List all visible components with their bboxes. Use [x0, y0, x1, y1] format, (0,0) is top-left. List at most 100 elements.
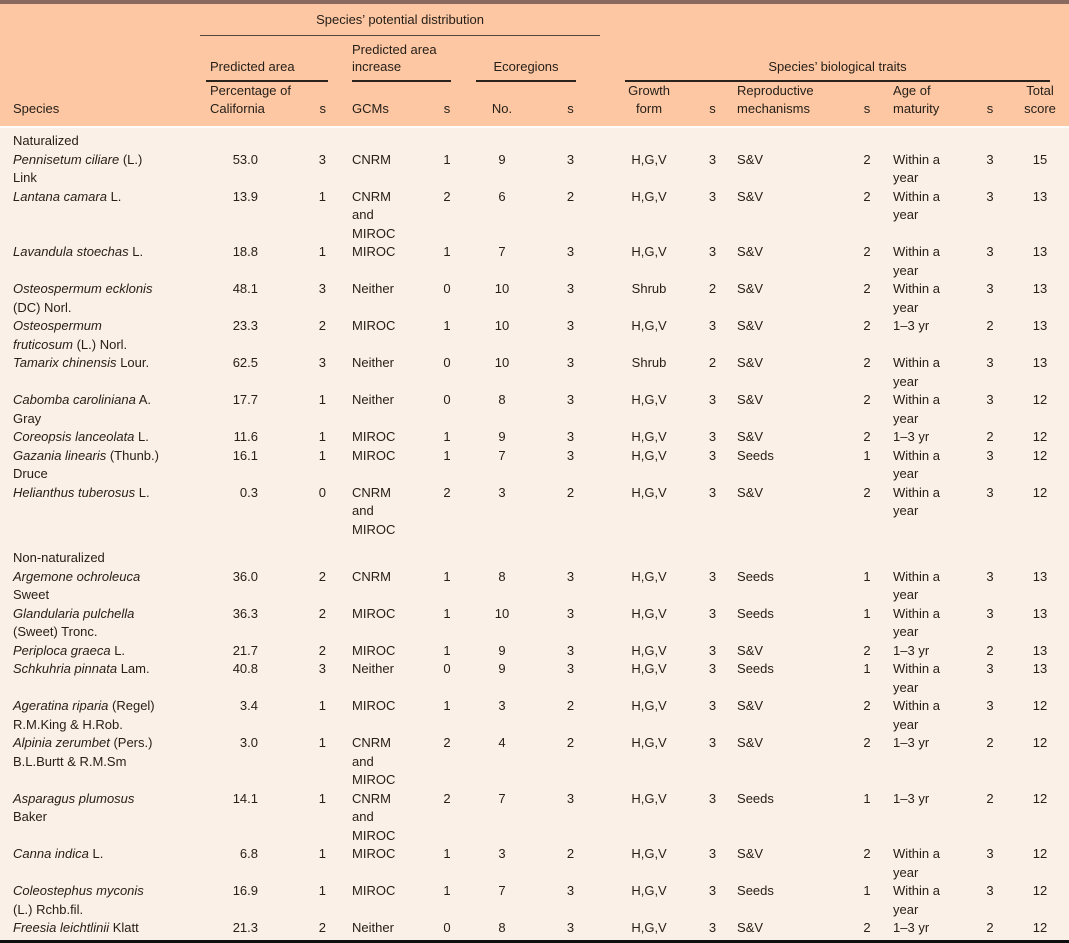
- pct-score: 2: [318, 568, 326, 584]
- maturity-score: 2: [986, 318, 994, 333]
- reproductive-score: 2: [863, 846, 871, 861]
- gcms-score: 0: [443, 392, 451, 407]
- species-binomial: Lavandula stoechas: [13, 244, 129, 259]
- reproductive-score: 1: [863, 568, 871, 584]
- reproductive-value: S&V: [737, 920, 764, 935]
- growth-form-value: H,G,V: [631, 188, 667, 204]
- reproductive-score: 2: [863, 281, 871, 296]
- col-header-reproductive: Reproductive mechanisms: [735, 82, 844, 128]
- species-authority: Klatt: [112, 920, 139, 935]
- gcms-score: 1: [443, 698, 451, 713]
- pct-score: 1: [318, 392, 326, 407]
- maturity-value: Within a year: [893, 698, 940, 732]
- maturity-score: 2: [986, 790, 994, 806]
- reproductive-score: 2: [863, 355, 871, 370]
- gcms-value: CNRM and MIROC: [352, 484, 396, 537]
- ecoregions-count: 7: [498, 883, 506, 898]
- gcms-value: CNRM and MIROC: [352, 188, 396, 241]
- maturity-value: Within a year: [893, 568, 940, 603]
- pct-california-value: 14.1: [232, 790, 258, 806]
- pct-score: 1: [318, 698, 326, 713]
- reproductive-value: S&V: [737, 846, 764, 861]
- total-score-value: 13: [1032, 188, 1048, 204]
- group-predicted-area-increase: Predicted area increase: [328, 36, 471, 82]
- pct-california-value: 40.8: [232, 661, 258, 676]
- pct-california-value: 16.1: [232, 447, 258, 463]
- species-row: Coreopsis lanceolata L. 11.6 1 MIROC 1 9 3 H,G,…: [0, 428, 1069, 447]
- species-authority: (L.) Link: [13, 151, 143, 186]
- species-name-cell: Coreopsis lanceolata L.: [0, 428, 200, 447]
- growth-form-value: H,G,V: [631, 661, 667, 676]
- total-score-value: 12: [1032, 392, 1048, 407]
- pct-score: 1: [318, 188, 326, 204]
- species-row: Lantana camara L. 13.9 1 CNRM and MIROC 2 6 2 H…: [0, 188, 1069, 244]
- ecoregions-score: 3: [566, 605, 575, 621]
- maturity-score: 3: [986, 447, 994, 463]
- species-name-cell: Glandularia pulchella (Sweet) Tronc.: [0, 605, 200, 642]
- species-binomial: Argemone ochroleuca: [13, 568, 141, 584]
- pct-score: 1: [318, 735, 326, 750]
- species-name-cell: Osteospermum ecklonis (DC) Norl.: [0, 280, 200, 317]
- reproductive-value: Seeds: [737, 661, 774, 676]
- maturity-score: 3: [986, 188, 994, 204]
- growth-form-score: 3: [708, 429, 717, 444]
- col-header-score: s: [969, 82, 1012, 128]
- reproductive-score: 1: [863, 883, 871, 898]
- species-row: Tamarix chinensis Lour. 62.5 3 Neither 0 10 3 S…: [0, 354, 1069, 391]
- ecoregions-score: 3: [566, 318, 575, 333]
- ecoregions-count: 3: [498, 484, 506, 500]
- pct-score: 3: [318, 661, 326, 676]
- group-biological-traits-label: Species’ biological traits: [625, 58, 1051, 82]
- maturity-value: 1–3 yr: [893, 429, 930, 444]
- ecoregions-count: 8: [498, 568, 506, 584]
- table-body: Naturalized Pennisetum ciliare (L.) Link 5…: [0, 127, 1069, 938]
- species-name-cell: Helianthus tuberosus L.: [0, 484, 200, 540]
- pct-score: 1: [318, 846, 326, 861]
- maturity-score: 3: [986, 392, 994, 407]
- total-score-value: 12: [1032, 698, 1048, 713]
- species-row: Lavandula stoechas L. 18.8 1 MIROC 1 7 3 H,G,V 3…: [0, 243, 1069, 280]
- ecoregions-count: 3: [498, 698, 506, 713]
- species-authority: Lour.: [120, 355, 150, 370]
- reproductive-score: 1: [863, 605, 871, 621]
- ecoregions-count: 7: [498, 447, 506, 463]
- growth-form-score: 3: [708, 735, 717, 750]
- reproductive-score: 2: [863, 429, 871, 444]
- pct-california-value: 13.9: [232, 188, 258, 204]
- ecoregions-count: 10: [494, 355, 510, 370]
- species-row: Argemone ochroleuca Sweet 36.0 2 CNRM 1 8 3 H,G…: [0, 568, 1069, 605]
- gcms-score: 1: [443, 244, 451, 259]
- ecoregions-score: 2: [566, 846, 575, 861]
- maturity-score: 3: [986, 883, 994, 898]
- section-row: Naturalized: [0, 127, 1069, 151]
- maturity-score: 3: [986, 568, 994, 584]
- reproductive-value: S&V: [737, 642, 764, 658]
- species-row: Periploca graeca L. 21.7 2 MIROC 1 9 3 H,G,V 3 S&…: [0, 642, 1069, 661]
- gcms-score: 1: [443, 883, 451, 898]
- maturity-value: 1–3 yr: [893, 920, 930, 935]
- growth-form-value: H,G,V: [631, 484, 667, 500]
- total-score-value: 13: [1032, 244, 1048, 259]
- reproductive-score: 2: [863, 392, 871, 407]
- maturity-score: 3: [986, 151, 994, 167]
- col-header-score: s: [423, 82, 471, 128]
- potential-distribution-spanner: Species’ potential distribution: [200, 4, 609, 36]
- potential-distribution-title: Species’ potential distribution: [200, 5, 601, 36]
- column-group-row: Predicted area Predicted area increase E…: [0, 36, 1069, 82]
- gcms-value: MIROC: [352, 605, 396, 621]
- gcms-score: 0: [443, 355, 451, 370]
- total-score-value: 12: [1032, 920, 1048, 935]
- total-score-value: 12: [1032, 484, 1048, 500]
- ecoregions-count: 9: [498, 642, 506, 658]
- growth-form-value: Shrub: [631, 355, 667, 370]
- gcms-value: MIROC: [352, 447, 396, 463]
- species-binomial: Coreopsis lanceolata: [13, 429, 135, 444]
- ecoregions-count: 7: [498, 244, 506, 259]
- ecoregions-count: 10: [494, 318, 510, 333]
- ecoregions-score: 2: [566, 484, 575, 500]
- gcms-value: Neither: [352, 392, 394, 407]
- growth-form-value: H,G,V: [631, 920, 667, 935]
- growth-form-score: 3: [708, 790, 717, 806]
- pct-california-value: 36.0: [232, 568, 258, 584]
